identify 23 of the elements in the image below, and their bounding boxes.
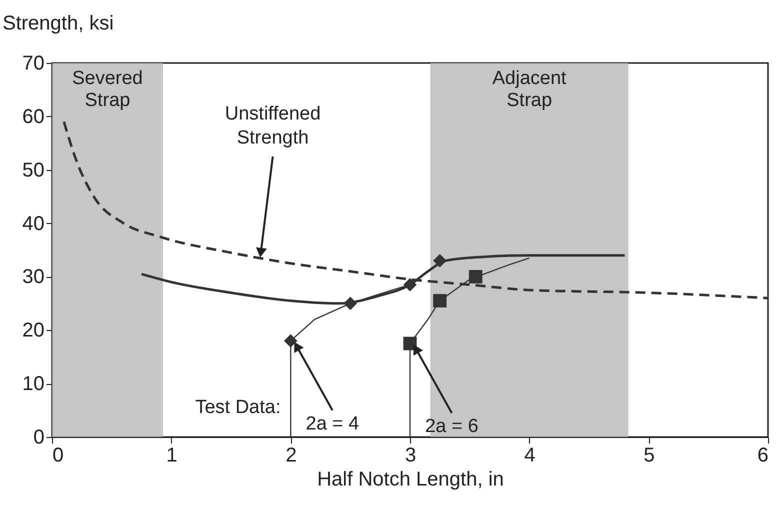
- y-tick-label: 40: [22, 212, 44, 235]
- band-label: Adjacent Strap: [492, 68, 568, 111]
- x-tick-label: 1: [166, 444, 178, 466]
- x-tick-label: 6: [757, 444, 768, 466]
- annotation: 2a = 6: [425, 416, 478, 437]
- y-tick-label: 20: [22, 320, 44, 342]
- x-tick-label: 3: [404, 444, 416, 466]
- annotation: Test Data:: [195, 397, 281, 418]
- y-tick-label: 0: [33, 426, 44, 448]
- x-axis-title: Half Notch Length, in: [317, 468, 504, 490]
- x-tick-label: 0: [52, 444, 64, 466]
- y-tick-label: 60: [22, 106, 44, 128]
- annotation: 2a = 4: [306, 413, 360, 434]
- y-tick-label: 50: [22, 159, 44, 182]
- y-axis-title: Strength, ksi: [2, 12, 114, 34]
- y-tick-label: 30: [22, 266, 44, 288]
- x-tick-label: 5: [644, 444, 655, 466]
- annotation: Unstiffened Strength: [224, 104, 321, 148]
- x-tick-label: 4: [524, 444, 536, 466]
- y-tick-label: 70: [22, 52, 44, 74]
- band-label: Severed Strap: [72, 68, 143, 111]
- x-tick-label: 2: [286, 444, 297, 466]
- y-tick-label: 10: [22, 373, 44, 396]
